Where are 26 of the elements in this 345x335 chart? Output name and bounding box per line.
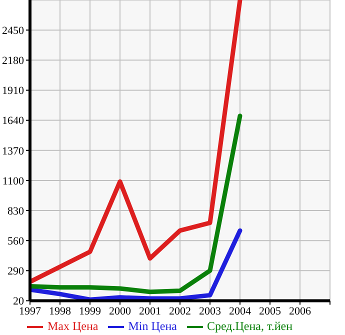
x-tick-label: 1999 [79,306,102,318]
y-tick-label: 290 [8,266,24,278]
y-tick-label: 830 [8,205,24,218]
x-tick-label: 1997 [19,306,42,318]
legend-label: Min Цена [128,318,177,333]
x-tick-label: 2001 [139,306,161,318]
x-tick-label: 1998 [49,306,72,318]
x-tick-label: 2005 [259,306,282,318]
x-tick-label: 2000 [109,306,132,318]
y-tick-label: 1910 [2,85,24,98]
y-tick-label: 20 [13,296,24,308]
x-tick-label: 2003 [199,306,222,318]
y-tick-label: 1100 [2,175,24,188]
line-series [30,114,242,294]
y-tick-label: 2450 [2,24,24,37]
x-tick-label: 2006 [289,306,312,318]
y-tick-label: 560 [8,236,24,248]
y-tick-label: 2180 [2,55,24,68]
y-tick-label: 1370 [2,145,24,158]
y-tick-label: 1640 [2,115,24,128]
line-series [30,228,242,301]
legend-label: Сред.Цена, т.йен [206,318,293,333]
line-series [30,0,242,284]
legend-label: Max Цена [47,318,98,333]
x-tick-label: 2004 [229,306,252,318]
x-tick-label: 2002 [169,306,191,318]
